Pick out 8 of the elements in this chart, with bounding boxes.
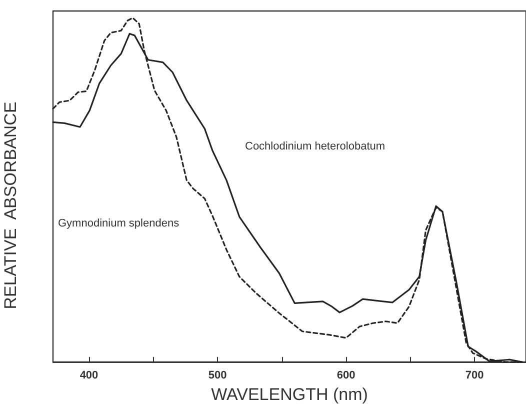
y-axis-title: RELATIVE ABSORBANCE [1, 102, 20, 310]
text: Cochlodinium heterolobatum [245, 140, 386, 152]
text: Gymnodinium splendens [58, 218, 180, 230]
x-tick-label: 600 [336, 370, 356, 382]
x-tick-label: 700 [465, 370, 484, 382]
x-axis-title: WAVELENGTH (nm) [211, 384, 368, 404]
x-tick-label: 500 [208, 370, 227, 382]
x-tick-label: 400 [80, 370, 98, 382]
